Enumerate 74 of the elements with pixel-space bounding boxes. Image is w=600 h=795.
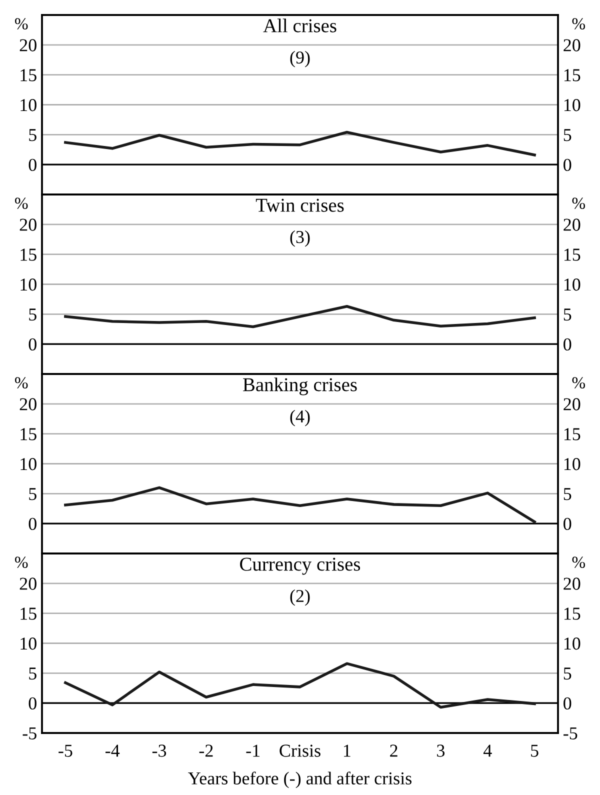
x-tick-label: 2 (390, 744, 398, 757)
y-tick-label: 15 (20, 608, 36, 620)
y-tick-label: 20 (20, 578, 36, 590)
y-tick-label: 20 (20, 398, 36, 410)
y2-tick-label: 10 (564, 638, 580, 650)
y2-tick-label: 5 (564, 129, 572, 142)
y-tick-label: 0 (28, 338, 36, 351)
y2-tick-label: 0 (564, 158, 572, 172)
y2-tick-label: 15 (564, 428, 580, 440)
y2-tick-label: 5 (564, 308, 572, 321)
x-axis-title: Years before (-) and after crisis (188, 772, 412, 788)
y2-tick-label: 15 (564, 248, 580, 261)
x-tick-label: 5 (531, 744, 538, 757)
y-tick-label: 20 (20, 218, 36, 231)
y-tick-label: 10 (20, 278, 36, 291)
y-tick-label: 5 (29, 668, 36, 680)
y2-tick-label: 10 (564, 278, 580, 291)
y-tick-label: 0 (28, 158, 36, 172)
y-tick-label: 0 (28, 518, 36, 530)
x-tick-label: -4 (106, 744, 120, 757)
y-axis-title: % (14, 18, 28, 30)
y2-tick-label: 0 (564, 518, 572, 530)
y2-tick-label: 0 (564, 338, 572, 351)
y-tick-label: 15 (20, 428, 36, 440)
chart-title: Twin crises (256, 198, 344, 212)
y-tick-label: 15 (20, 248, 36, 261)
y2-tick-label: -5 (564, 727, 578, 740)
y-axis-title: % (14, 556, 28, 568)
y2-tick-label: 20 (564, 218, 580, 231)
x-tick-label: -3 (152, 744, 166, 757)
y2-tick-label: 20 (564, 578, 580, 590)
text: (2) (290, 589, 310, 606)
line-series (64, 130, 536, 156)
y2-tick-label: 10 (564, 458, 580, 470)
y2-axis-title: % (572, 556, 586, 568)
line-series (64, 305, 536, 328)
y2-axis-title: % (572, 18, 586, 30)
text: (4) (290, 410, 310, 426)
y-axis-title: % (14, 377, 28, 388)
x-tick-label: -2 (199, 744, 213, 757)
line-series (64, 486, 536, 524)
y2-tick-label: 10 (564, 99, 580, 112)
y-tick-label: 5 (29, 488, 36, 500)
y2-tick-label: 20 (564, 398, 580, 410)
y-tick-label: 15 (20, 69, 36, 82)
y2-axis-title: % (572, 198, 586, 209)
y-axis-title: % (14, 198, 28, 209)
y-tick-label: -5 (22, 727, 36, 740)
chart-title: Banking crises (243, 378, 357, 396)
y2-tick-label: 15 (564, 69, 580, 82)
chart-title: All crises (263, 18, 336, 32)
y-tick-label: 5 (29, 308, 36, 321)
line-series (64, 662, 536, 709)
text: (3) (290, 230, 310, 247)
x-tick-label: -1 (246, 744, 260, 757)
y-tick-label: 10 (20, 638, 36, 650)
chart-title: Currency crises (240, 558, 360, 575)
x-tick-label: -5 (58, 744, 72, 757)
y2-tick-label: 5 (564, 668, 572, 680)
y-tick-label: 0 (28, 697, 36, 710)
y-tick-label: 20 (20, 39, 36, 52)
y-tick-label: 10 (20, 99, 36, 112)
y2-tick-label: 5 (564, 488, 572, 500)
x-tick-label: 3 (437, 744, 445, 757)
x-tick-label: 4 (483, 744, 492, 757)
y2-tick-label: 0 (564, 697, 572, 710)
y2-tick-label: 20 (564, 39, 580, 52)
x-tick-label: 1 (344, 744, 350, 757)
y2-tick-label: 15 (564, 608, 580, 620)
y-tick-label: 10 (20, 458, 36, 470)
x-tick-label: Crisis (280, 744, 320, 757)
y2-axis-title: % (572, 377, 586, 388)
y-tick-label: 5 (29, 129, 36, 142)
text: (9) (290, 50, 310, 68)
